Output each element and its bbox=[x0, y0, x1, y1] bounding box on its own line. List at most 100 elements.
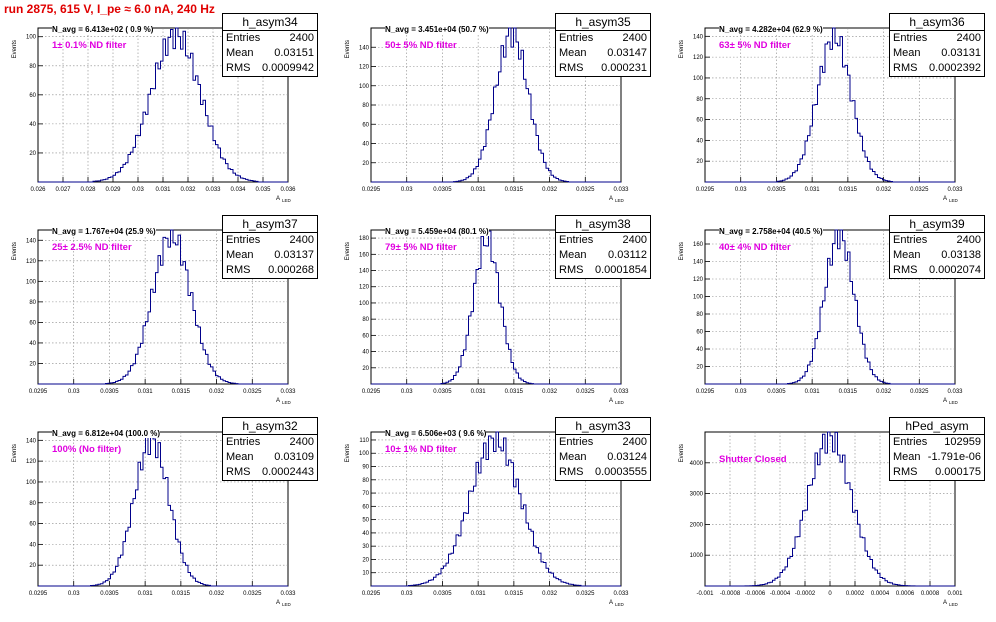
stat-value: 0.03124 bbox=[607, 451, 647, 463]
stat-row-rms: RMS 0.000268 bbox=[223, 263, 317, 278]
y-tick-label: 140 bbox=[693, 260, 704, 266]
x-axis-title: A bbox=[609, 398, 613, 404]
stat-row-rms: RMS 0.000175 bbox=[890, 465, 984, 480]
x-tick-label: 0.031 bbox=[805, 389, 821, 395]
x-axis-subscript: LED bbox=[949, 198, 959, 203]
y-axis-title: Events bbox=[12, 40, 18, 58]
y-tick-label: 100 bbox=[26, 35, 37, 41]
y-tick-label: 40 bbox=[362, 350, 369, 356]
x-axis-title: A bbox=[276, 398, 280, 404]
y-tick-label: 140 bbox=[26, 238, 37, 244]
x-tick-label: 0.028 bbox=[80, 187, 96, 193]
stat-value: 2400 bbox=[622, 436, 647, 448]
histogram-series-h_asym36 bbox=[705, 27, 955, 183]
y-axis-title: Events bbox=[679, 444, 685, 462]
stat-box: h_asym35 Entries 2400 Mean 0.03147 RMS 0.00023… bbox=[555, 13, 651, 77]
x-tick-label: 0.033 bbox=[280, 389, 296, 395]
y-tick-label: 120 bbox=[693, 277, 704, 283]
stat-label: Entries bbox=[559, 234, 594, 246]
stat-value: 102959 bbox=[944, 436, 981, 448]
y-tick-label: 60 bbox=[696, 330, 703, 336]
x-axis-subscript: LED bbox=[282, 602, 292, 607]
x-tick-label: 0.03 bbox=[401, 591, 413, 597]
stat-label: Entries bbox=[893, 436, 928, 448]
x-axis-title: A bbox=[609, 196, 613, 202]
stat-box: h_asym34 Entries 2400 Mean 0.03151 RMS 0.00099… bbox=[222, 13, 318, 77]
filter-label: Shutter Closed bbox=[719, 454, 787, 465]
stat-label: Mean bbox=[226, 451, 254, 463]
stat-label: RMS bbox=[893, 466, 918, 478]
y-tick-label: 3000 bbox=[690, 492, 704, 498]
filter-label: 1± 0.1% ND filter bbox=[52, 40, 127, 51]
stat-label: Mean bbox=[893, 249, 921, 261]
stat-row-mean: Mean -1.791e-06 bbox=[890, 450, 984, 465]
y-tick-label: 20 bbox=[362, 161, 369, 167]
y-tick-label: 120 bbox=[359, 65, 370, 71]
histogram-name: h_asym32 bbox=[223, 418, 317, 435]
x-tick-label: 0.03 bbox=[735, 187, 747, 193]
y-tick-label: 160 bbox=[359, 252, 370, 258]
stat-row-mean: Mean 0.03112 bbox=[556, 248, 650, 263]
stat-row-entries: Entries 2400 bbox=[890, 233, 984, 248]
filter-label: 40± 4% ND filter bbox=[719, 242, 791, 253]
x-tick-label: 0.0315 bbox=[172, 389, 191, 395]
x-axis-subscript: LED bbox=[615, 198, 625, 203]
y-tick-label: 160 bbox=[693, 242, 704, 248]
x-tick-label: 0.033 bbox=[613, 187, 629, 193]
x-tick-label: -0.0008 bbox=[720, 591, 741, 597]
navg-label: N_avg = 1.767e+04 (25.9 %) bbox=[52, 227, 156, 236]
y-axis-title: Events bbox=[12, 444, 18, 462]
stat-row-mean: Mean 0.03109 bbox=[223, 450, 317, 465]
stat-value: 0.000268 bbox=[268, 264, 314, 276]
x-axis-subscript: LED bbox=[615, 400, 625, 405]
y-tick-label: 80 bbox=[362, 317, 369, 323]
navg-label: N_avg = 5.459e+04 (80.1 %) bbox=[385, 227, 489, 236]
stat-value: 0.0001854 bbox=[595, 264, 647, 276]
x-tick-label: 0.03 bbox=[68, 389, 80, 395]
stat-label: RMS bbox=[559, 62, 584, 74]
stat-row-rms: RMS 0.0002074 bbox=[890, 263, 984, 278]
x-tick-label: 0.0325 bbox=[910, 187, 929, 193]
stat-value: 0.0002392 bbox=[929, 62, 981, 74]
histogram-series-h_asym33 bbox=[371, 431, 621, 587]
stat-value: 0.03151 bbox=[274, 47, 314, 59]
histogram-name: h_asym36 bbox=[890, 14, 984, 31]
x-axis-title: A bbox=[276, 196, 280, 202]
stat-value: 0.000231 bbox=[601, 62, 647, 74]
stat-row-mean: Mean 0.03124 bbox=[556, 450, 650, 465]
y-tick-label: 20 bbox=[696, 365, 703, 371]
y-tick-label: 110 bbox=[359, 438, 369, 444]
histogram-series-h_asym38 bbox=[371, 230, 621, 385]
y-tick-label: 2000 bbox=[690, 522, 704, 528]
x-tick-label: 0.0325 bbox=[576, 187, 595, 193]
y-axis-title: Events bbox=[345, 242, 351, 260]
histogram-name: h_asym34 bbox=[223, 14, 317, 31]
y-tick-label: 140 bbox=[693, 34, 704, 40]
y-tick-label: 100 bbox=[359, 451, 370, 457]
x-tick-label: 0.032 bbox=[876, 389, 892, 395]
y-tick-label: 80 bbox=[696, 97, 703, 103]
x-tick-label: 0.032 bbox=[542, 187, 558, 193]
stat-value: 2400 bbox=[956, 32, 981, 44]
x-tick-label: 0.0315 bbox=[505, 389, 524, 395]
stat-row-entries: Entries 2400 bbox=[556, 435, 650, 450]
filter-label: 50± 5% ND filter bbox=[385, 40, 457, 51]
stat-label: Entries bbox=[559, 32, 594, 44]
stat-label: RMS bbox=[226, 62, 251, 74]
x-axis-title: A bbox=[943, 398, 947, 404]
stat-value: 2400 bbox=[289, 32, 314, 44]
x-tick-label: 0 bbox=[828, 591, 832, 597]
plot-frame bbox=[704, 229, 956, 385]
stat-label: Entries bbox=[226, 32, 261, 44]
y-tick-label: 40 bbox=[362, 531, 369, 537]
stat-value: 2400 bbox=[622, 234, 647, 246]
x-tick-label: 0.032 bbox=[209, 389, 225, 395]
stat-label: Mean bbox=[559, 47, 587, 59]
y-tick-label: 20 bbox=[29, 361, 36, 367]
stat-label: Mean bbox=[893, 451, 921, 463]
x-tick-label: 0.031 bbox=[138, 591, 154, 597]
y-tick-label: 120 bbox=[693, 55, 704, 61]
histogram-name: h_asym39 bbox=[890, 216, 984, 233]
stat-label: Entries bbox=[893, 234, 928, 246]
stat-row-mean: Mean 0.03138 bbox=[890, 248, 984, 263]
